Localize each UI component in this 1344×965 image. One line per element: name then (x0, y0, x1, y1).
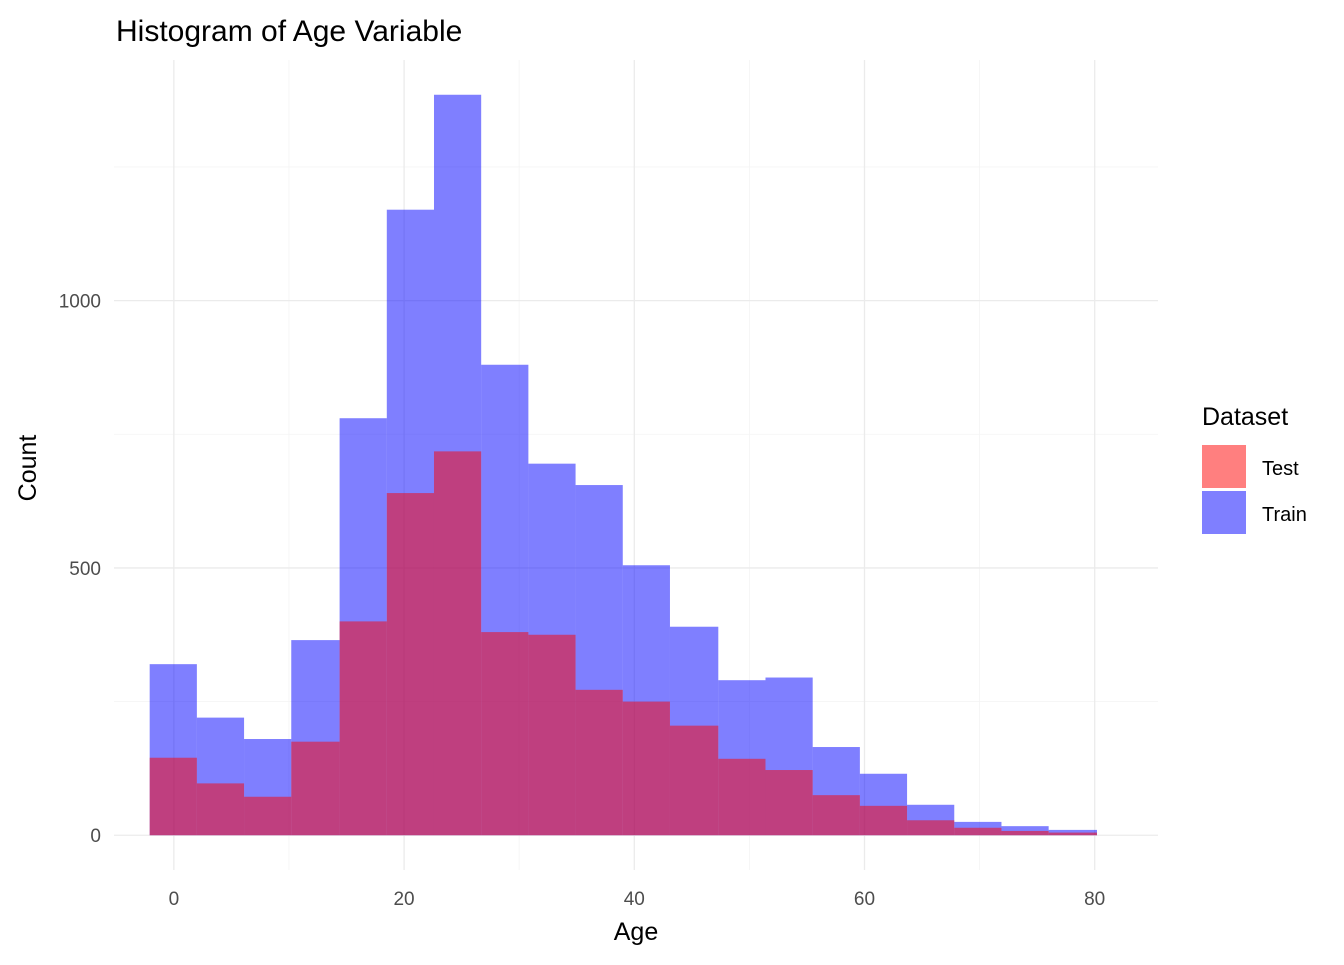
legend-swatch-test (1202, 445, 1246, 488)
bar-train (1001, 826, 1049, 836)
y-tick-label: 1000 (59, 292, 101, 313)
x-tick-label: 0 (169, 889, 180, 910)
bar-test (291, 741, 340, 836)
bar-test (433, 451, 482, 836)
y-tick-label: 500 (69, 559, 101, 580)
bar-test (954, 827, 1002, 836)
bar-test (528, 634, 576, 836)
x-tick-label: 60 (854, 889, 875, 910)
x-tick-label: 20 (393, 889, 414, 910)
bar-test (149, 757, 197, 836)
bar-test (718, 758, 766, 836)
bar-test (196, 783, 245, 836)
bar-test (765, 770, 813, 836)
x-axis-title: Age (614, 918, 658, 946)
axis-ticks: 0 20 40 60 80 0 500 1000 (59, 292, 1106, 910)
legend-label-train: Train (1262, 504, 1307, 526)
x-tick-label: 80 (1084, 889, 1105, 910)
legend-swatch-train (1202, 491, 1246, 534)
x-tick-label: 40 (624, 889, 645, 910)
bar-test (1048, 832, 1097, 836)
legend-label-test: Test (1262, 458, 1299, 480)
bar-test (907, 820, 955, 836)
bar-test (812, 795, 860, 836)
bar-test (1001, 830, 1049, 836)
bar-test (481, 632, 529, 836)
bar-test (622, 701, 670, 836)
histogram-bars (149, 94, 1097, 836)
y-tick-label: 0 (90, 826, 101, 847)
chart-title: Histogram of Age Variable (116, 15, 462, 48)
y-axis-title: Count (14, 435, 42, 502)
bar-test (859, 805, 908, 836)
bar-test (244, 796, 292, 836)
bar-test (386, 493, 434, 836)
bar-test (669, 725, 719, 836)
legend-title: Dataset (1202, 403, 1288, 431)
bar-test (339, 621, 387, 836)
bar-test (575, 689, 623, 836)
legend: Dataset Test Train (1202, 403, 1307, 534)
